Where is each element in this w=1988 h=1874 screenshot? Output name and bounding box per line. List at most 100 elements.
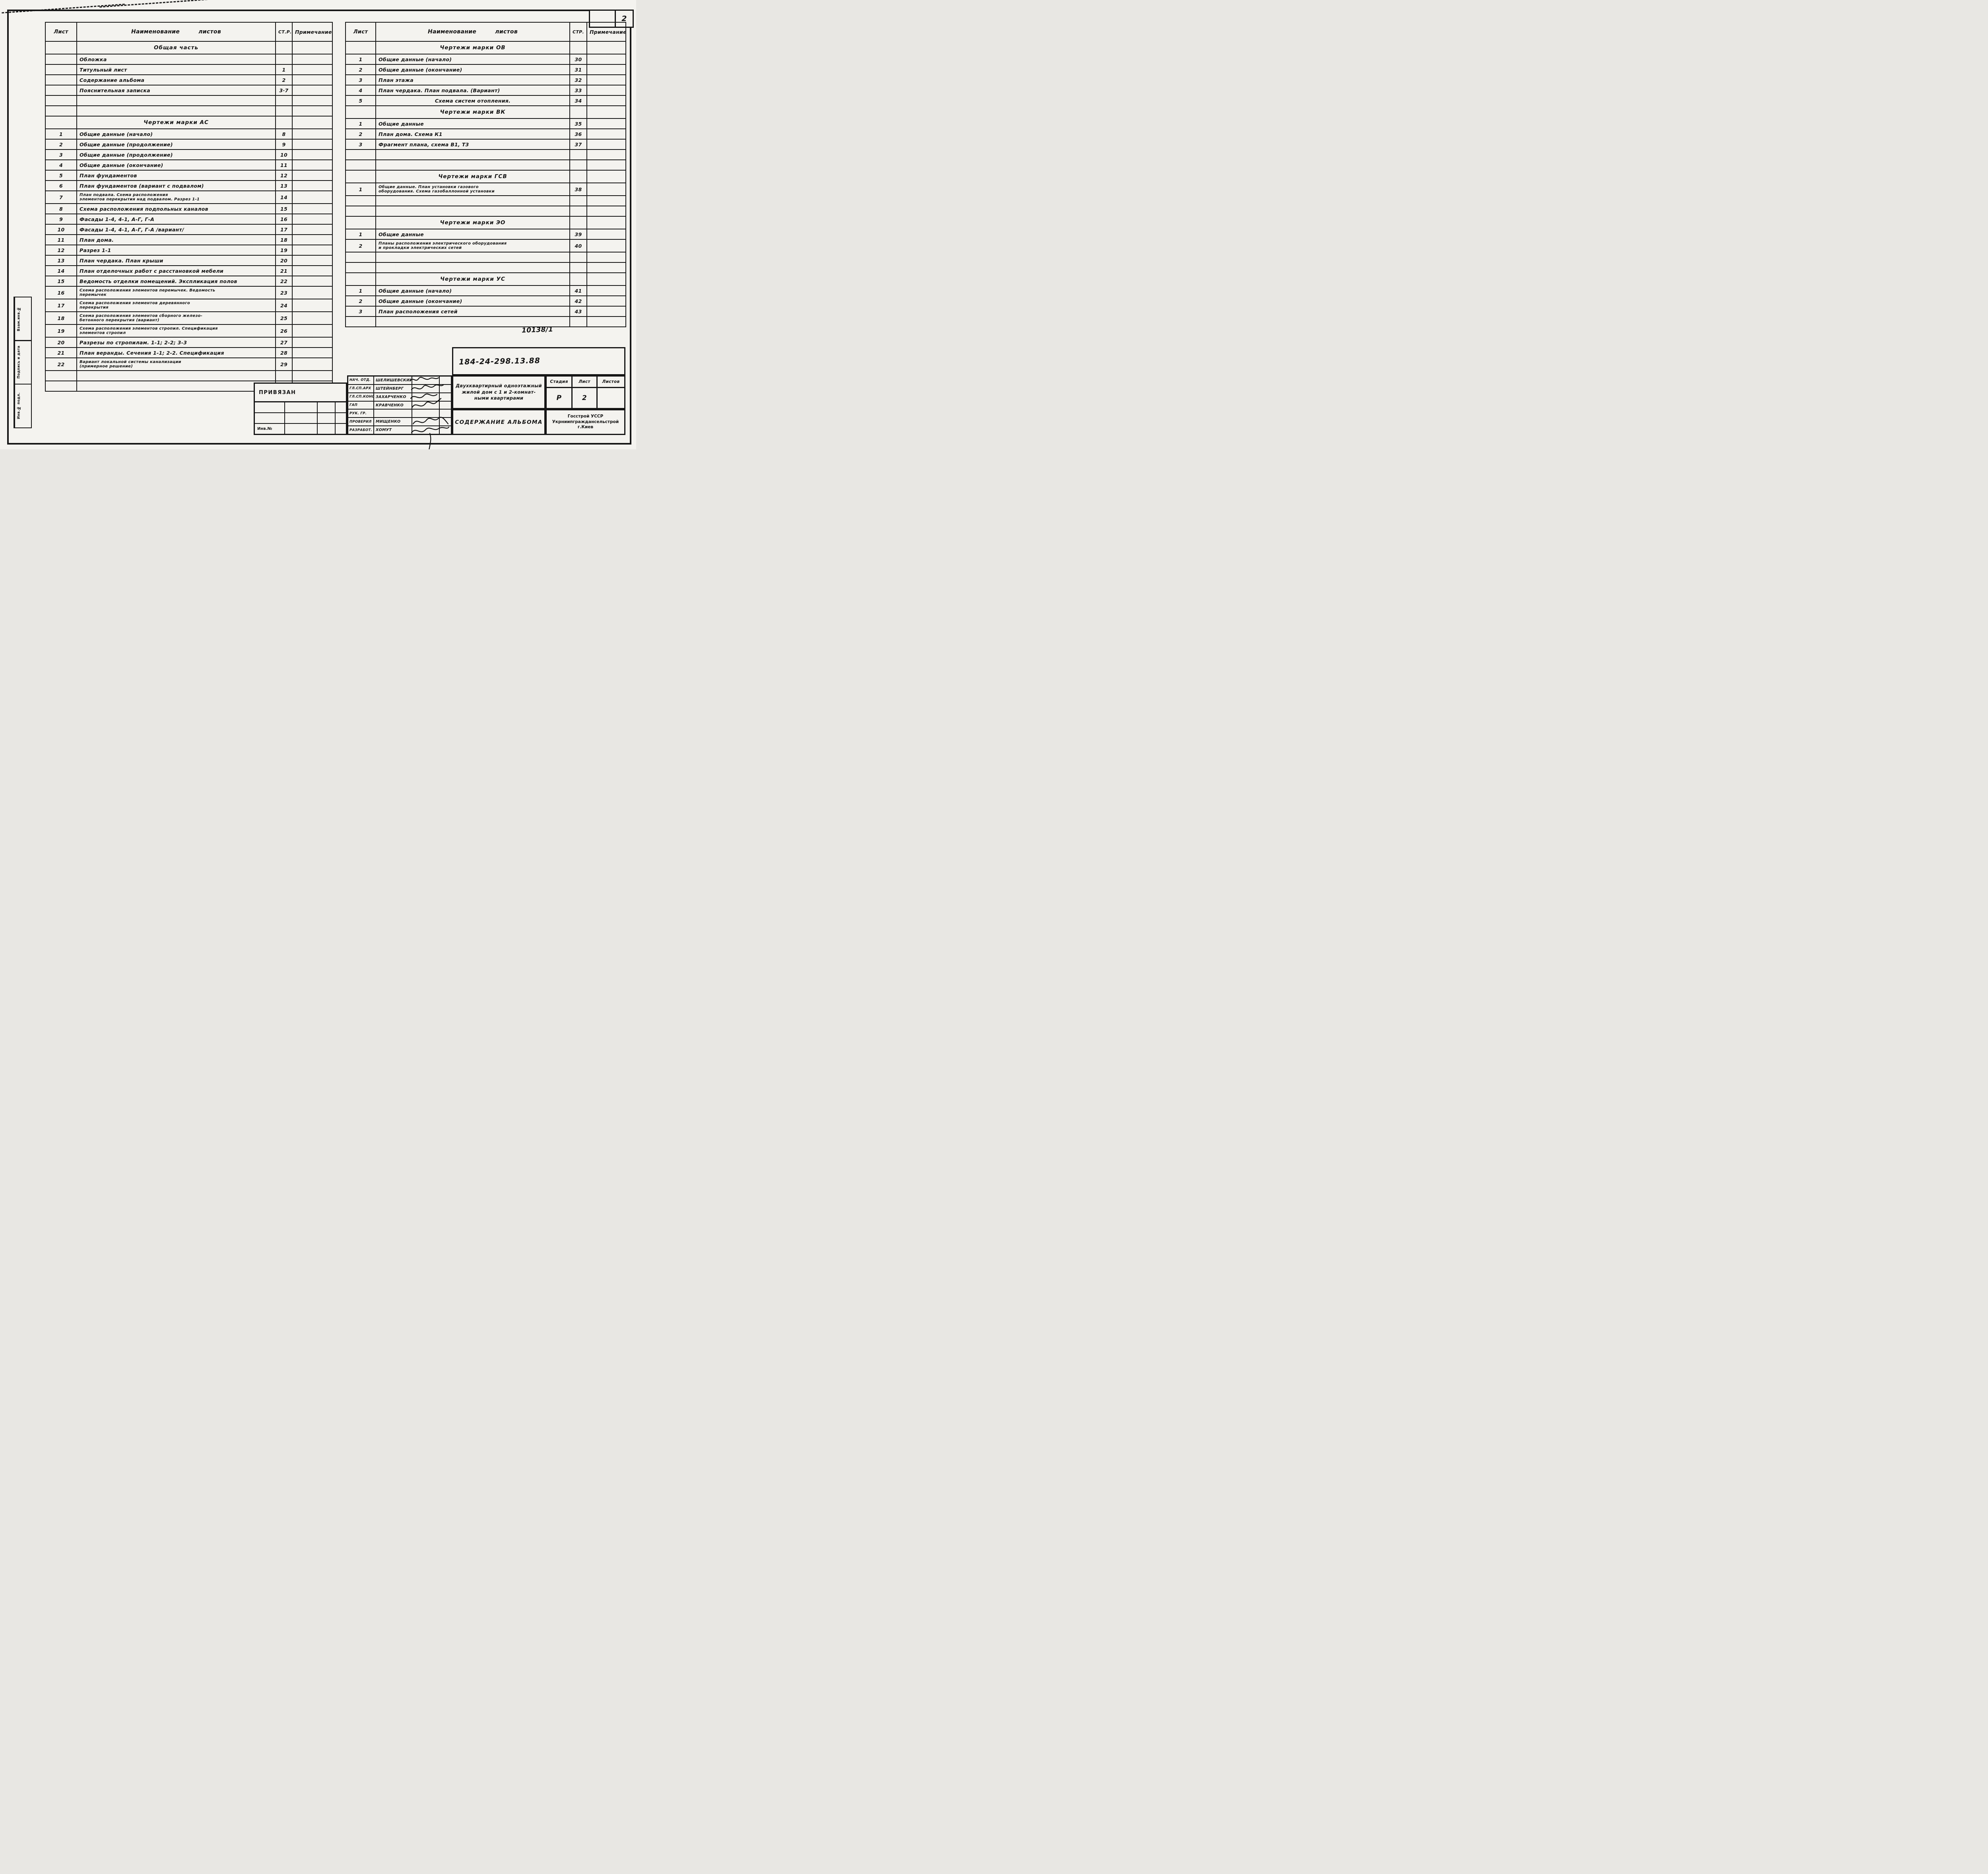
sheet-name-cell: Чертежи марки ЭО xyxy=(375,216,570,229)
sheet-number-cell xyxy=(345,252,376,263)
sheet-name-cell xyxy=(375,195,570,206)
sheet-number-cell: 9 xyxy=(45,214,77,225)
page-number-cell xyxy=(569,195,587,206)
note-cell xyxy=(292,265,333,276)
table-row: 15 Ведомость отделки помещений. Эксплика… xyxy=(45,276,333,287)
album-stamp-code: 10138/1 xyxy=(521,325,553,335)
table-row: Содержание альбома 2 xyxy=(45,74,333,85)
page-number-cell xyxy=(569,105,587,119)
sheet-number-cell xyxy=(45,370,77,381)
sheet-name-cell xyxy=(375,206,570,217)
project-line: ными квартирами xyxy=(474,395,524,401)
stamp-empty-cell xyxy=(23,297,31,340)
page-number-cell: 8 xyxy=(275,128,293,140)
sheet-name-cell: Чертежи марки АС xyxy=(76,116,276,129)
titleblock-staff-row: РАЗРАБОТ. ХОМУТ xyxy=(348,426,451,434)
page-number-cell: 41 xyxy=(569,285,587,296)
page-number-cell: 27 xyxy=(275,337,293,348)
staff-name: КРАВЧЕНКО xyxy=(374,401,412,409)
contents-table-left: Лист Наименование листов СТ.Р. Примечани… xyxy=(45,22,333,392)
sheet-number-cell xyxy=(45,64,77,75)
sheet-name-cell: Схема расположения элементов сборного же… xyxy=(76,311,276,325)
titleblock-staff: НАЧ. ОТД. ШЕЛИШЕВСКИЙ ГЛ.СП.АРХ ШТЕЙНБЕР… xyxy=(347,375,452,435)
table-row: Чертежи марки ГСВ xyxy=(345,170,626,183)
table-row xyxy=(345,149,626,160)
table-row xyxy=(45,370,333,381)
table-row: 1 Общие данные (начало) 41 xyxy=(345,285,626,296)
sheet-label: Лист xyxy=(573,377,598,387)
staff-extra-cell xyxy=(440,418,451,425)
table-row: Чертежи марки ОВ xyxy=(345,41,626,54)
sheet-number-cell xyxy=(45,116,77,129)
titleblock-staff-row: ПРОВЕРИЛ МИЩЕНКО xyxy=(348,418,451,427)
table-row: Общая часть xyxy=(45,41,333,54)
sheet-number-cell: 1 xyxy=(345,229,376,240)
note-cell xyxy=(292,224,333,235)
page-number-cell: 28 xyxy=(275,347,293,358)
project-line: жилой дом с 1 и 2-комнат- xyxy=(462,389,536,395)
stamp-label: Подпись и дата xyxy=(14,341,23,384)
titleblock-staff-row: ГАП КРАВЧЕНКО xyxy=(348,401,451,410)
sheet-name-cell: Чертежи марки УС xyxy=(375,272,570,286)
sheet-number-cell: 19 xyxy=(45,324,77,338)
header-sheet: Лист xyxy=(45,22,77,42)
note-cell xyxy=(292,311,333,325)
page-number-cell: 34 xyxy=(569,95,587,106)
table-row: Пояснительная записка 3·7 xyxy=(45,85,333,96)
note-cell xyxy=(586,54,626,65)
table-row: 14 План отделочных работ с расстановкой … xyxy=(45,265,333,276)
table-row: 6 План фундаментов (вариант с подвалом) … xyxy=(45,180,333,191)
note-cell xyxy=(586,64,626,75)
staff-extra-cell xyxy=(440,393,451,401)
sheet-name-cell: Общие данные (продолжение) xyxy=(76,139,276,150)
sheet-name-cell: Пояснительная записка xyxy=(76,85,276,96)
sheet-number-cell: 2 xyxy=(345,295,376,307)
note-cell xyxy=(292,139,333,150)
note-cell xyxy=(586,139,626,150)
stamp-podpis-data: Подпись и дата xyxy=(14,340,32,385)
sheet-name-cell: Схема расположения подпольных каналов xyxy=(76,203,276,214)
sheet-name-cell: Общие данные (окончание) xyxy=(76,159,276,171)
header-note: Примечание xyxy=(586,22,626,42)
content-title-cell: СОДЕРЖАНИЕ АЛЬБОМА xyxy=(452,409,546,435)
sheet-number-cell xyxy=(45,54,77,65)
privyazan-row xyxy=(255,413,346,424)
page-number-cell: 38 xyxy=(569,183,587,196)
sheet-name-cell: Чертежи марки ВК xyxy=(375,105,570,119)
sheet-name-cell: Общая часть xyxy=(76,41,276,54)
page-number-cell: 21 xyxy=(275,265,293,276)
org-line: Укрниипграждансельстрой xyxy=(552,419,619,424)
note-cell xyxy=(292,245,333,256)
table-row: 1 Общие данные 39 xyxy=(345,229,626,240)
sheet-name-cell: Общие данные (продолжение) xyxy=(76,149,276,160)
page-number-cell: 35 xyxy=(569,118,587,129)
note-cell xyxy=(586,206,626,217)
staff-signature-cell xyxy=(412,393,440,401)
sheet-name-cell xyxy=(76,370,276,381)
table-row: 5 Схема систем отопления. 34 xyxy=(345,95,626,106)
sheets-label: Листов xyxy=(602,379,620,384)
sheet-number-cell xyxy=(45,85,77,96)
table-row xyxy=(345,252,626,263)
sheet-name-cell: План дома. xyxy=(76,234,276,245)
sheet-number-cell xyxy=(45,105,77,117)
note-cell xyxy=(292,255,333,266)
project-title-cell: Двухквартирный одноэтажный жилой дом с 1… xyxy=(452,375,546,409)
note-cell xyxy=(292,149,333,160)
stamp-inv-podl: Инв.№ подл. xyxy=(14,383,32,428)
note-cell xyxy=(586,128,626,140)
sheet-number-cell xyxy=(345,216,376,229)
staff-signature-cell xyxy=(412,377,440,384)
staff-signature-cell xyxy=(412,426,440,434)
sheet-number-cell: 4 xyxy=(345,85,376,96)
sheet-name-cell: План расположения сетей xyxy=(375,306,570,317)
table-row: 12 Разрез 1-1 19 xyxy=(45,245,333,256)
sheet-number-cell xyxy=(345,195,376,206)
table-row: Чертежи марки УС xyxy=(345,272,626,286)
sheet-number-cell xyxy=(345,316,376,327)
sheet-name-cell: План веранды. Сечения 1-1; 2-2. Специфик… xyxy=(76,347,276,358)
note-cell xyxy=(586,85,626,96)
table-row: 2 Общие данные (окончание) 42 xyxy=(345,295,626,307)
table-row xyxy=(345,262,626,273)
sheet-name-cell: План подвала. Схема расположения элементо… xyxy=(76,190,276,204)
